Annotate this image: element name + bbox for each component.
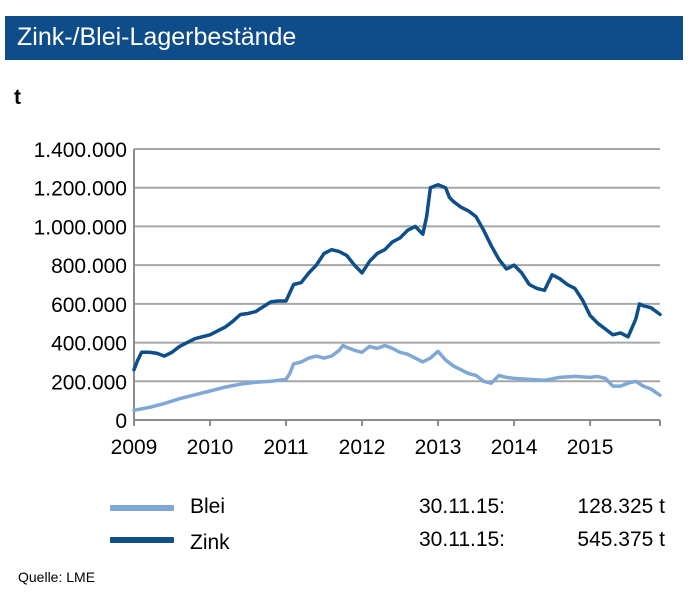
legend-label-blei: Blei [190,495,226,518]
series-line-blei [132,343,662,413]
legend-swatch-blei [110,505,174,511]
x-tick-label: 2014 [491,436,538,459]
chart-title: Zink-/Blei-Lagerbestände [17,23,297,51]
source-label: Quelle: [18,569,63,585]
legend-value-zink: 545.375 t [577,528,665,551]
y-tick-label: 1.200.000 [34,178,127,201]
legend-date-zink: 30.11.15: [419,528,506,551]
y-tick-label: 200.000 [51,371,127,394]
chart-plot: 0 200.000 400.000 600.000 800.000 1.000.000 1.… [34,139,662,459]
source-value: LME [66,569,96,585]
x-tick-label: 2010 [187,436,234,459]
legend-swatch-zink [110,537,174,543]
x-tick-label: 2015 [567,436,614,459]
x-tick-label: 2011 [263,436,308,459]
y-axis-unit-label: t [14,86,21,109]
legend-date-blei: 30.11.15: [419,495,506,518]
y-tick-label: 400.000 [51,333,127,356]
legend-label-zink: Zink [190,531,230,554]
y-tick-label: 800.000 [51,255,127,278]
y-tick-label: 1.000.000 [34,216,127,239]
series-line-zink [132,183,662,372]
y-tick-label: 1.400.000 [34,139,127,162]
x-tick-label: 2012 [339,436,386,459]
legend-value-blei: 128.325 t [577,495,665,518]
y-tick-label: 0 [115,410,127,433]
source-note: Quelle: LME [18,569,95,585]
x-tick-label: 2009 [111,436,158,459]
x-tick-label: 2013 [415,436,462,459]
y-tick-label: 600.000 [51,294,127,317]
title-bar: Zink-/Blei-Lagerbestände [5,16,683,60]
